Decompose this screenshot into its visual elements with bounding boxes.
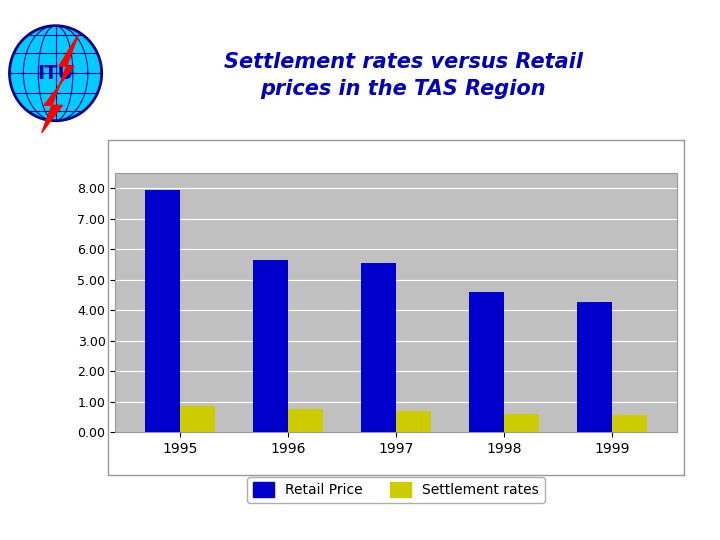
Text: Settlement rates versus Retail: Settlement rates versus Retail xyxy=(224,52,582,72)
Bar xyxy=(469,292,504,432)
Bar xyxy=(577,302,612,432)
Circle shape xyxy=(9,26,102,121)
Text: ITU: ITU xyxy=(37,64,73,83)
Bar xyxy=(253,260,288,432)
Bar xyxy=(145,190,180,432)
Bar xyxy=(396,411,431,432)
Legend: Retail Price, Settlement rates: Retail Price, Settlement rates xyxy=(248,477,544,503)
Bar xyxy=(361,263,396,432)
Polygon shape xyxy=(42,34,78,133)
Text: prices in the TAS Region: prices in the TAS Region xyxy=(261,79,546,99)
Bar xyxy=(504,414,539,432)
Bar xyxy=(180,406,215,432)
Bar xyxy=(288,409,323,432)
Bar xyxy=(612,415,647,432)
